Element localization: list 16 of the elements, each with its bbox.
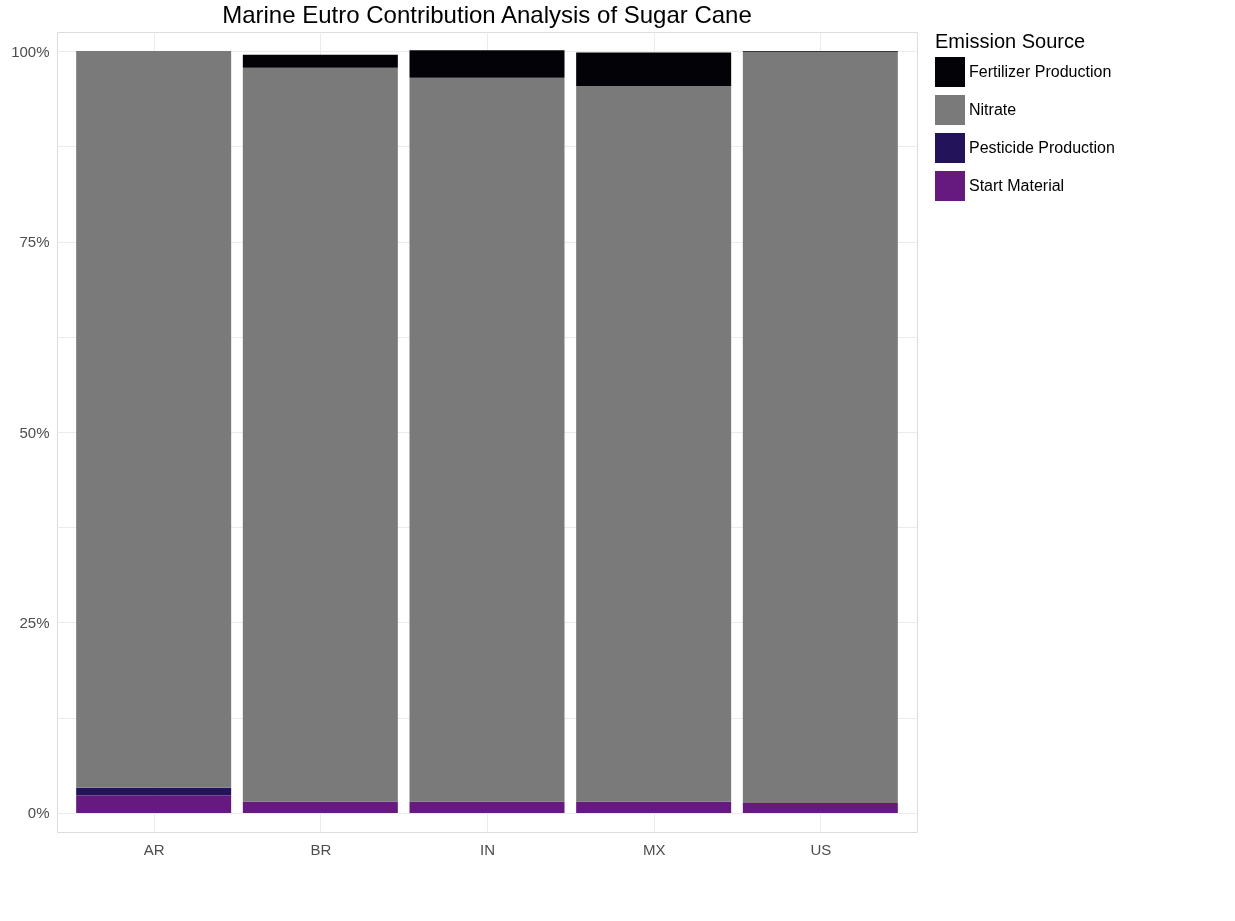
x-tick-label: IN (480, 840, 495, 858)
y-tick-label: 75% (19, 233, 50, 251)
legend-label: Nitrate (969, 101, 1017, 118)
x-tick-label: BR (310, 840, 332, 858)
x-tick-label: AR (143, 840, 165, 858)
legend-title: Emission Source (935, 30, 1086, 52)
legend-label: Start Material (969, 177, 1065, 194)
x-tick-label: US (810, 840, 832, 858)
chart-title: Marine Eutro Contribution Analysis of Sugar Cane (222, 1, 752, 28)
x-tick-label: MX (642, 840, 666, 858)
y-tick-label: 0% (27, 804, 50, 822)
legend-label: Pesticide Production (969, 139, 1115, 156)
y-tick-label: 100% (11, 42, 50, 60)
y-tick-label: 50% (19, 423, 50, 441)
legend-label: Fertilizer Production (969, 63, 1112, 80)
y-tick-label: 25% (19, 613, 50, 631)
